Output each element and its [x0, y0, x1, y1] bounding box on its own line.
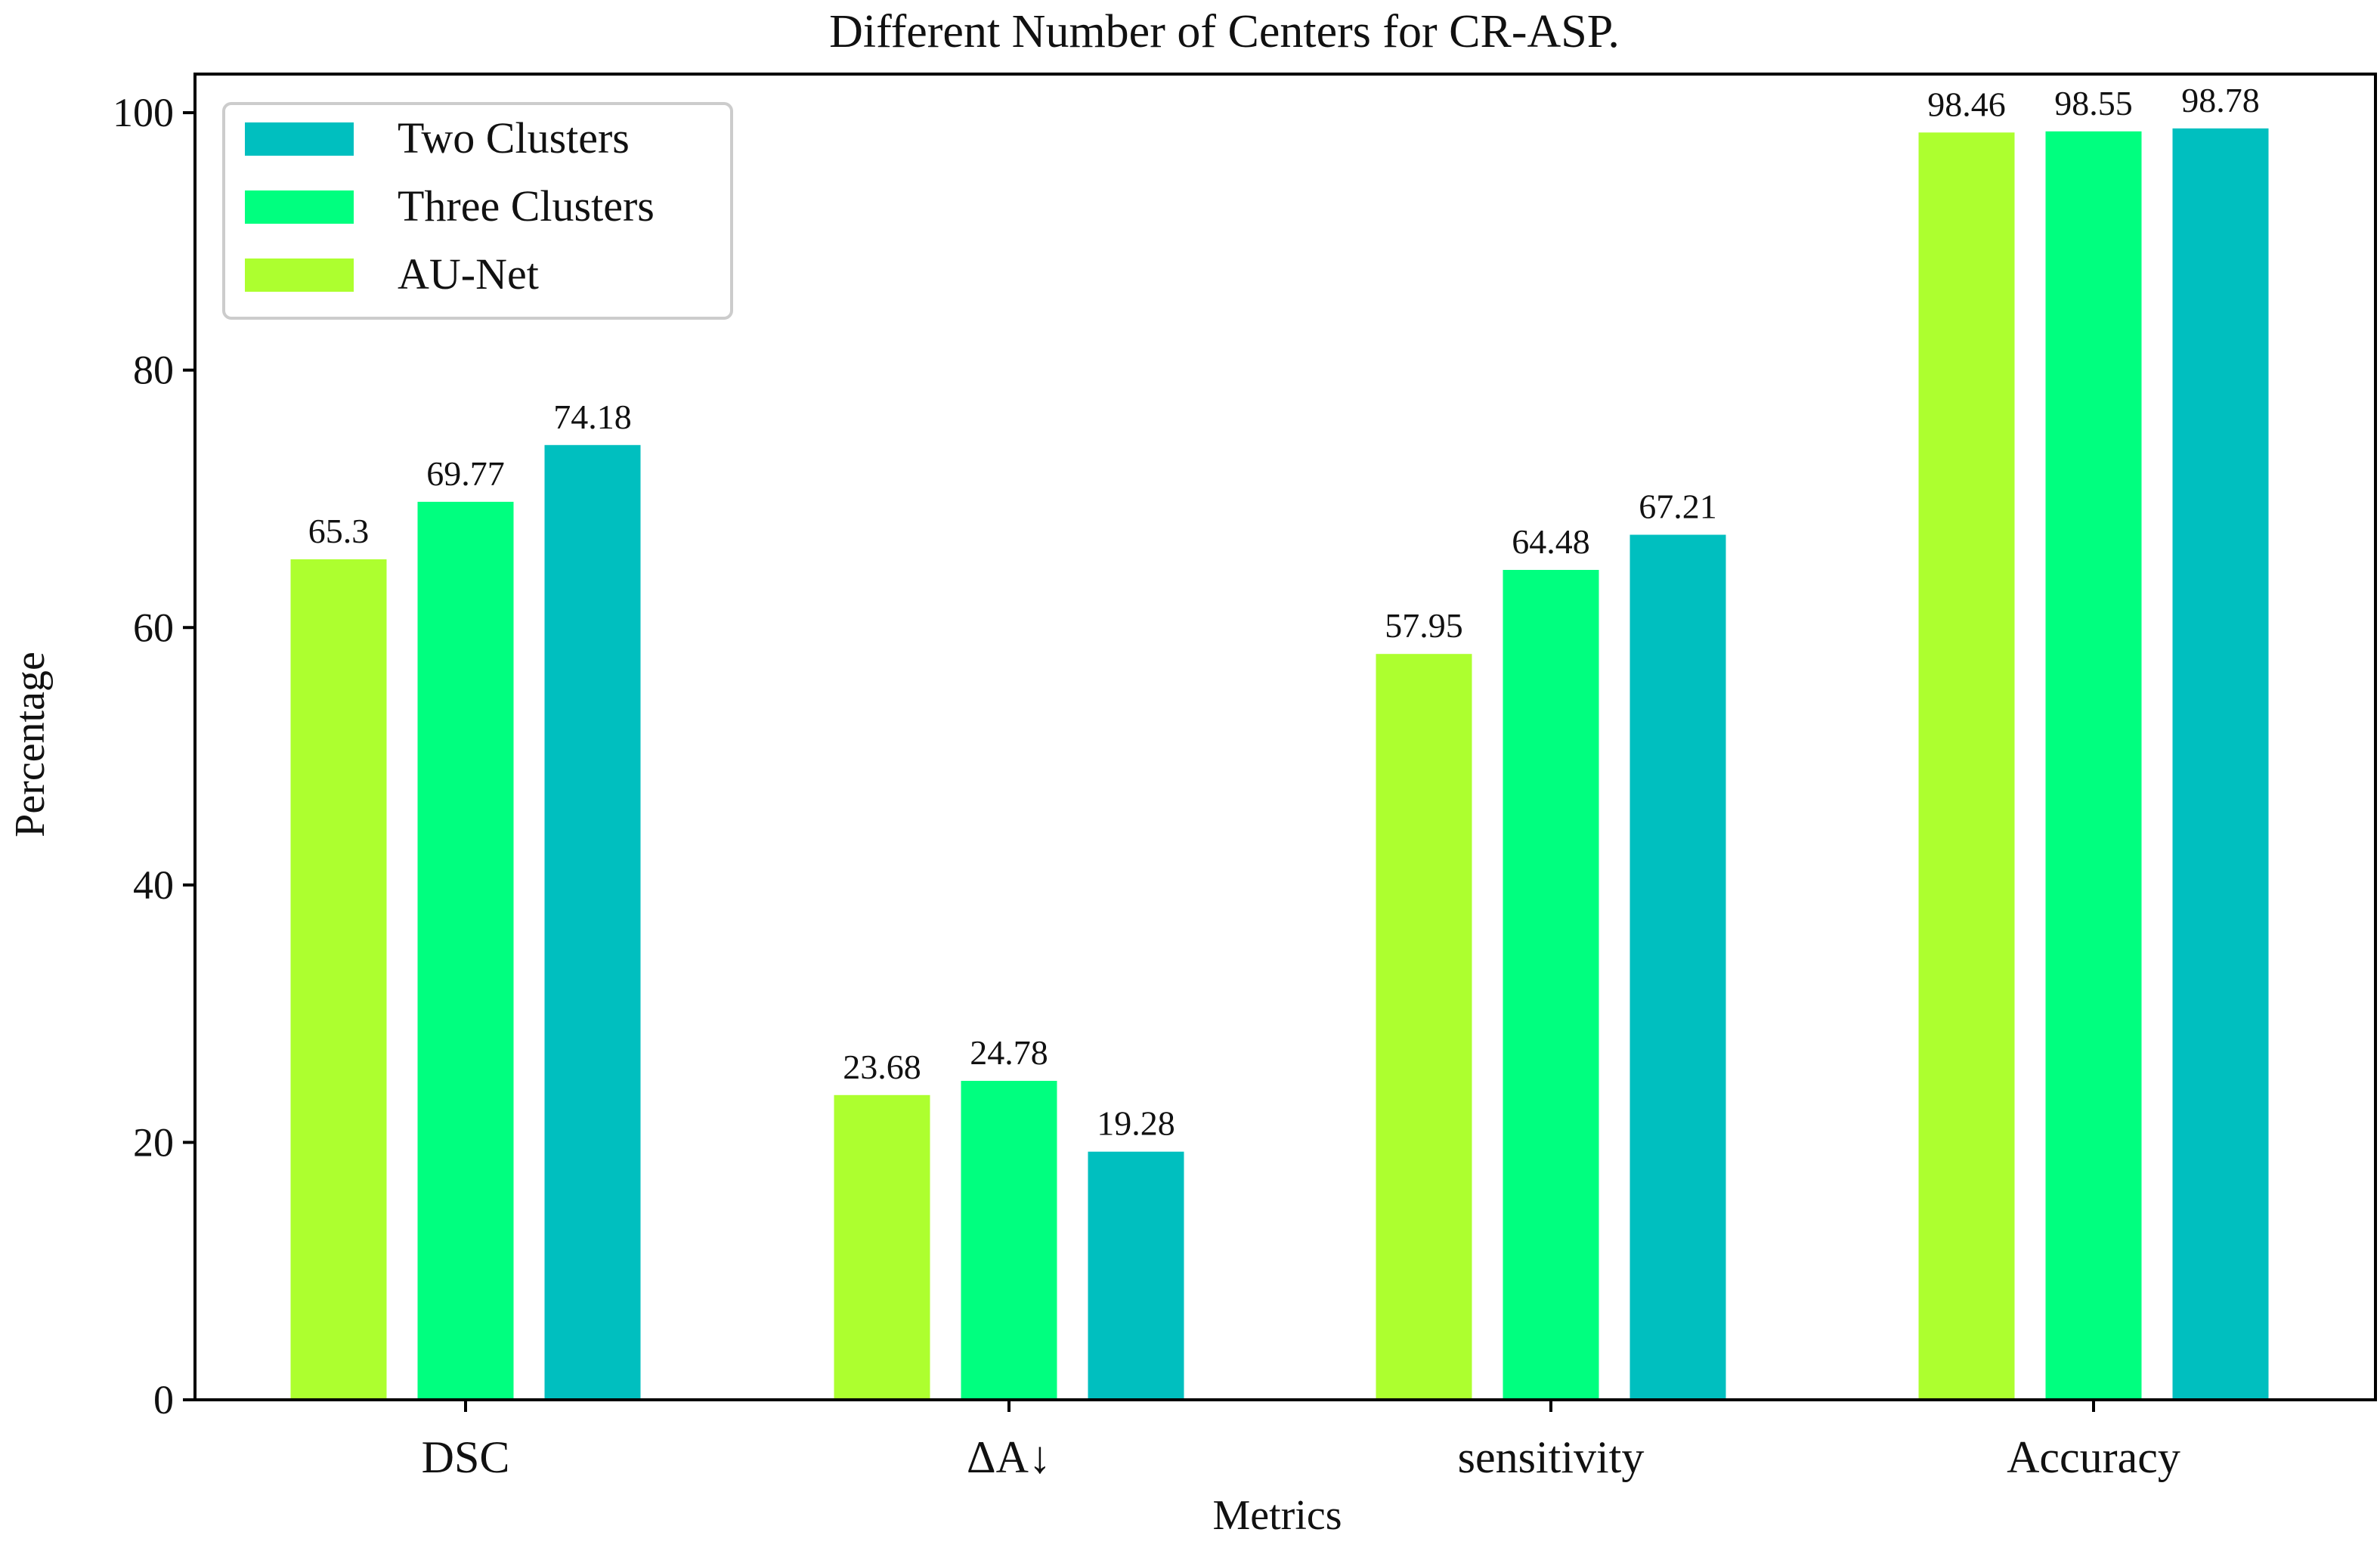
legend-items: Two Clusters Three Clusters AU-Net	[245, 113, 655, 299]
bar-two-clusters-dsc	[544, 444, 641, 1400]
data-label-three-clusters-accuracy: 98.55	[2054, 84, 2133, 122]
data-label-au-net-dsc: 65.3	[308, 512, 370, 550]
bar-au-net-dsc	[290, 559, 387, 1400]
bar-au-net-accuracy	[1918, 132, 2015, 1400]
data-label-two-clusters-dsc: 74.18	[553, 398, 632, 436]
data-label-au-net-accuracy: 98.46	[1927, 85, 2006, 123]
bars-layer	[290, 128, 2269, 1400]
bar-au-net-sensitivity	[1376, 654, 1472, 1400]
legend-swatch-two-clusters	[245, 122, 354, 156]
y-tick-label: 100	[113, 90, 174, 135]
legend-label-au-net: AU-Net	[398, 249, 539, 299]
chart-title: Different Number of Centers for CR-ASP.	[829, 6, 1620, 57]
y-tick-label: 60	[133, 605, 174, 650]
plot-frame	[193, 73, 2377, 1401]
legend-swatch-au-net	[245, 258, 354, 292]
bar-three-clusters-a	[961, 1081, 1057, 1400]
y-axis-label: Percentage	[7, 652, 54, 837]
data-label-three-clusters-a: 24.78	[970, 1033, 1048, 1072]
bar-two-clusters-accuracy	[2172, 128, 2269, 1400]
x-tick-label-dsc: DSC	[422, 1432, 510, 1482]
data-label-two-clusters-a: 19.28	[1097, 1104, 1175, 1143]
legend-swatch-three-clusters	[245, 190, 354, 224]
y-tick-label: 20	[133, 1119, 174, 1165]
y-tick-label: 40	[133, 862, 174, 908]
x-tick-label-accuracy: Accuracy	[2007, 1432, 2180, 1482]
y-tick-label: 0	[153, 1377, 174, 1422]
data-label-two-clusters-accuracy: 98.78	[2181, 81, 2260, 119]
x-tick-label-a: ΔA↓	[967, 1432, 1051, 1482]
x-tick-label-sensitivity: sensitivity	[1458, 1432, 1645, 1482]
bar-two-clusters-a	[1088, 1151, 1184, 1400]
data-label-three-clusters-dsc: 69.77	[426, 454, 505, 493]
data-label-three-clusters-sensitivity: 64.48	[1512, 522, 1590, 561]
data-label-two-clusters-sensitivity: 67.21	[1639, 488, 1717, 526]
data-label-au-net-sensitivity: 57.95	[1385, 606, 1463, 645]
bar-three-clusters-accuracy	[2045, 131, 2142, 1400]
bar-three-clusters-sensitivity	[1503, 570, 1599, 1400]
legend-label-three-clusters: Three Clusters	[398, 181, 655, 231]
bar-two-clusters-sensitivity	[1629, 534, 1726, 1400]
y-axis: 0 20 40 60 80 100	[113, 90, 195, 1422]
legend: Two Clusters Three Clusters AU-Net	[222, 102, 733, 320]
x-axis-label: Metrics	[1212, 1492, 1342, 1539]
legend-label-two-clusters: Two Clusters	[398, 113, 630, 163]
y-tick-label: 80	[133, 348, 174, 393]
data-label-au-net-a: 23.68	[843, 1048, 921, 1086]
bar-three-clusters-dsc	[417, 501, 514, 1400]
data-labels-layer: 65.3 69.77 74.18 23.68 24.78 19.28 57.95 64.48 6…	[308, 81, 2260, 1143]
x-axis: DSC ΔA↓ sensitivity Accuracy	[422, 1400, 2180, 1482]
bar-au-net-a	[834, 1094, 930, 1400]
